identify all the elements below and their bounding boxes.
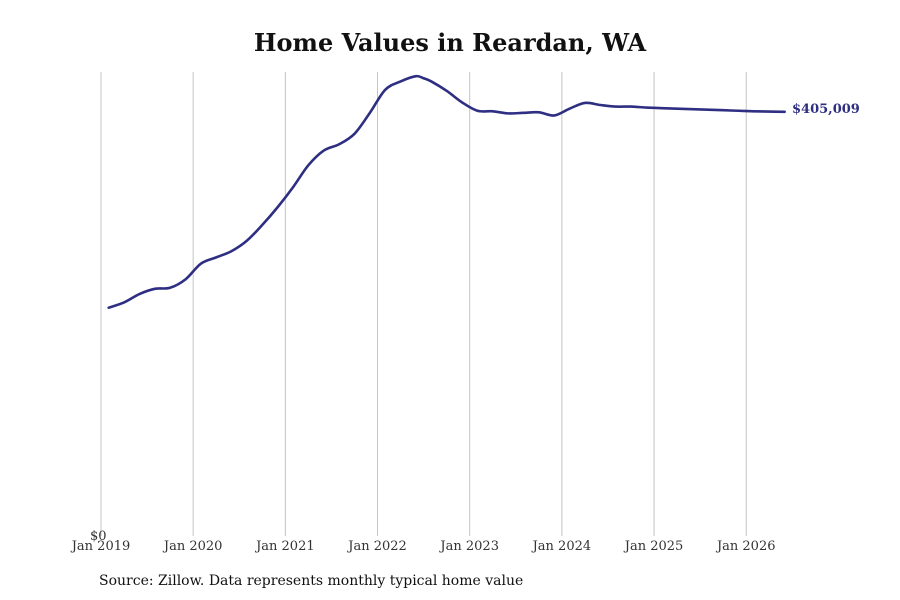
x-tick-label-2026: Jan 2026 <box>715 539 776 554</box>
x-tick-label-2024: Jan 2024 <box>531 539 592 554</box>
x-tick-label-2025: Jan 2025 <box>623 539 684 554</box>
chart-title: Home Values in Reardan, WA <box>253 28 647 57</box>
y-tick-label-0: $0 <box>90 529 107 544</box>
end-value-label: $405,009 <box>792 102 860 117</box>
x-axis-tick-labels: Jan 2019 Jan 2020 Jan 2021 Jan 2022 Jan 2023… <box>70 539 776 554</box>
x-tick-label-2021: Jan 2021 <box>254 539 315 554</box>
x-tick-label-2020: Jan 2020 <box>162 539 223 554</box>
x-tick-label-2023: Jan 2023 <box>438 539 499 554</box>
source-note: Source: Zillow. Data represents monthly … <box>99 573 524 589</box>
gridlines <box>100 72 747 536</box>
x-tick-label-2019: Jan 2019 <box>70 539 131 554</box>
home-value-line <box>107 74 786 309</box>
x-tick-label-2022: Jan 2022 <box>346 539 407 554</box>
y-axis-tick-labels: $0 <box>90 529 107 544</box>
